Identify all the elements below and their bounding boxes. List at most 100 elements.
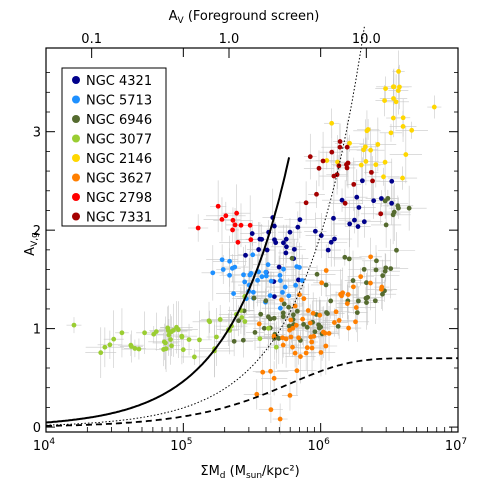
data-point-2 [406, 205, 412, 211]
data-point-1 [241, 272, 246, 278]
data-point-5 [318, 350, 324, 355]
data-point-0 [249, 231, 255, 236]
legend-marker [72, 212, 80, 221]
data-point-1 [229, 265, 235, 271]
data-point-2 [354, 310, 360, 316]
data-point-3 [102, 344, 108, 350]
data-point-3 [171, 327, 176, 333]
y-tick-label: 1 [33, 323, 41, 338]
data-point-2 [383, 222, 389, 228]
data-point-4 [335, 159, 340, 165]
data-point-1 [293, 282, 299, 288]
data-point-2 [261, 325, 267, 331]
data-point-2 [335, 323, 341, 329]
data-point-6 [223, 213, 229, 219]
data-point-0 [318, 233, 324, 238]
data-point-1 [242, 279, 248, 285]
data-point-0 [312, 228, 318, 234]
legend-label: NGC 4321 [86, 74, 152, 89]
data-point-1 [263, 273, 269, 279]
data-point-2 [240, 337, 246, 343]
data-point-1 [277, 278, 283, 283]
data-point-3 [239, 315, 245, 320]
data-point-1 [231, 291, 236, 297]
data-point-7 [337, 139, 343, 144]
data-point-2 [324, 310, 329, 315]
data-point-3 [142, 330, 147, 336]
data-point-2 [312, 329, 318, 335]
data-point-2 [350, 278, 356, 283]
data-point-5 [256, 321, 262, 327]
data-point-4 [409, 127, 415, 133]
data-point-2 [251, 295, 257, 301]
data-point-1 [263, 269, 269, 275]
data-point-3 [214, 334, 219, 340]
data-point-7 [316, 165, 322, 171]
data-point-7 [331, 173, 337, 179]
data-point-2 [231, 338, 237, 344]
data-point-2 [294, 308, 300, 314]
data-point-4 [324, 158, 330, 163]
data-point-3 [128, 344, 134, 349]
data-point-6 [215, 203, 221, 209]
x-tick-label: 104 [33, 437, 56, 454]
x-tick-label: 107 [445, 437, 467, 454]
data-point-5 [288, 334, 294, 340]
legend-marker [72, 76, 80, 84]
data-point-0 [297, 217, 303, 223]
model-curves [45, 25, 458, 427]
data-point-2 [394, 247, 399, 253]
data-point-5 [323, 268, 329, 273]
data-point-4 [375, 142, 381, 147]
legend-label: NGC 2798 [86, 191, 152, 206]
data-point-4 [395, 88, 401, 93]
data-point-2 [323, 282, 329, 288]
y-tick-label: 2 [33, 224, 41, 239]
legend-marker [72, 173, 80, 182]
data-point-2 [271, 315, 277, 321]
data-point-0 [256, 247, 262, 252]
data-point-5 [320, 329, 326, 335]
data-point-0 [389, 178, 395, 184]
data-point-5 [309, 339, 315, 345]
legend-label: NGC 3627 [86, 172, 152, 187]
data-point-5 [344, 301, 350, 307]
data-point-3 [161, 347, 167, 352]
data-point-5 [353, 305, 359, 310]
data-points [71, 69, 437, 422]
data-point-2 [356, 298, 361, 304]
data-point-5 [280, 342, 286, 348]
legend-label: NGC 2146 [86, 152, 152, 167]
data-point-0 [264, 247, 270, 253]
data-point-0 [332, 236, 337, 242]
data-point-2 [280, 314, 286, 320]
data-point-5 [323, 343, 329, 349]
y-tick-label: 0 [33, 421, 41, 436]
data-point-1 [255, 277, 260, 283]
data-point-2 [267, 316, 273, 322]
data-point-0 [287, 229, 293, 235]
data-point-0 [283, 250, 289, 256]
data-point-4 [362, 144, 368, 150]
data-point-2 [396, 205, 401, 211]
data-point-5 [292, 350, 298, 356]
legend-marker [72, 115, 80, 123]
data-point-1 [267, 293, 273, 298]
data-point-5 [326, 330, 332, 336]
data-point-0 [378, 196, 384, 201]
data-point-5 [300, 316, 306, 322]
data-point-7 [314, 191, 319, 197]
legend-label: NGC 5713 [86, 94, 152, 109]
legend: NGC 4321 NGC 5713 NGC 6946 NGC 3077 NGC 2146… [61, 67, 167, 227]
data-point-6 [248, 237, 254, 243]
data-point-1 [282, 284, 288, 290]
data-point-4 [390, 84, 396, 90]
data-point-2 [258, 311, 264, 317]
data-point-5 [296, 335, 301, 341]
data-point-3 [206, 318, 212, 324]
data-point-3 [107, 342, 113, 348]
data-point-6 [230, 227, 235, 233]
data-point-1 [227, 258, 233, 264]
data-point-3 [169, 343, 174, 349]
